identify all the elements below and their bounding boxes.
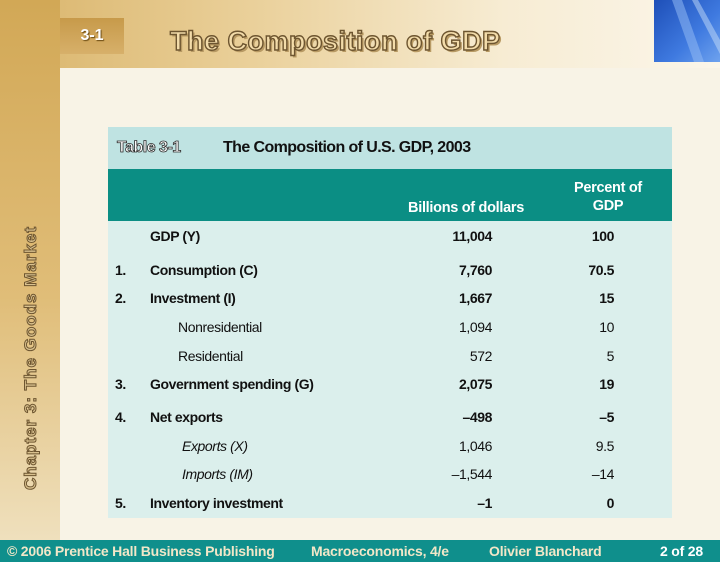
table-title: The Composition of U.S. GDP, 2003 (223, 139, 471, 156)
header-billions: Billions of dollars (408, 200, 524, 216)
row-percent: –5 (599, 409, 614, 425)
row-percent: –14 (591, 466, 615, 482)
table-row: 4. Net exports –498 –5 (108, 405, 672, 429)
table-row: 1. Consumption (C) 7,760 70.5 (108, 258, 672, 282)
footer-copyright: © 2006 Prentice Hall Business Publishing (7, 543, 275, 559)
footer-page-number: 2 of 28 (660, 543, 703, 559)
row-billions: 7,760 (458, 262, 492, 278)
footer-book-title: Macroeconomics, 4/e (311, 543, 449, 559)
row-number: 3. (115, 376, 126, 392)
row-billions: 1,667 (458, 290, 492, 306)
footer-author: Olivier Blanchard (489, 543, 602, 559)
row-billions: 11,004 (452, 228, 492, 244)
row-label: Residential (178, 348, 243, 364)
gdp-composition-table: Table 3-1 The Composition of U.S. GDP, 2… (108, 127, 672, 518)
table-number: Table 3-1 (117, 139, 182, 157)
header-percent-line1: Percent of (574, 180, 642, 196)
table-caption: Table 3-1 The Composition of U.S. GDP, 2… (108, 127, 672, 169)
slide-number-badge: 3-1 (60, 18, 124, 54)
row-number: 1. (115, 262, 126, 278)
row-percent: 9.5 (595, 438, 615, 454)
row-percent: 0 (606, 495, 615, 511)
header-percent: Percent of GDP (548, 179, 668, 215)
table-row: Residential 572 5 (108, 344, 672, 368)
row-percent: 15 (599, 290, 614, 306)
row-billions: 1,046 (458, 438, 492, 454)
left-banner (0, 0, 60, 540)
slide-title: The Composition of GDP (169, 25, 501, 56)
row-percent: 19 (599, 376, 614, 392)
table-row: 3. Government spending (G) 2,075 19 (108, 372, 672, 396)
header-percent-line2: GDP (592, 198, 624, 214)
row-label: Government spending (G) (150, 376, 314, 392)
row-label: Imports (IM) (182, 466, 253, 482)
row-label: Nonresidential (178, 319, 262, 335)
table-row: 5. Inventory investment –1 0 (108, 491, 672, 515)
row-percent: 10 (599, 319, 614, 335)
row-billions: –498 (462, 409, 492, 425)
row-billions: 572 (469, 348, 493, 364)
row-label: Investment (I) (150, 290, 236, 306)
row-billions: 2,075 (458, 376, 492, 392)
row-billions: –1,544 (451, 466, 493, 482)
corner-graphic (654, 0, 720, 62)
row-percent: 100 (591, 228, 615, 244)
row-label: Inventory investment (150, 495, 283, 511)
table-row: GDP (Y) 11,004 100 (108, 224, 672, 248)
table-row: Exports (X) 1,046 9.5 (108, 434, 672, 458)
footer-bar: © 2006 Prentice Hall Business Publishing… (0, 540, 720, 562)
row-percent: 70.5 (588, 262, 614, 278)
row-number: 5. (115, 495, 126, 511)
row-percent: 5 (606, 348, 615, 364)
row-number: 4. (115, 409, 126, 425)
row-label: Consumption (C) (150, 262, 258, 278)
chapter-label: Chapter 3: The Goods Market (21, 225, 41, 491)
table-header: Billions of dollars Percent of GDP (108, 169, 672, 221)
row-label: Net exports (150, 409, 223, 425)
table-row: 2. Investment (I) 1,667 15 (108, 286, 672, 310)
table-row: Imports (IM) –1,544 –14 (108, 462, 672, 486)
row-number: 2. (115, 290, 126, 306)
table-row: Nonresidential 1,094 10 (108, 315, 672, 339)
row-billions: 1,094 (458, 319, 492, 335)
row-label: Exports (X) (182, 438, 248, 454)
row-label: GDP (Y) (150, 228, 200, 244)
row-billions: –1 (477, 495, 492, 511)
